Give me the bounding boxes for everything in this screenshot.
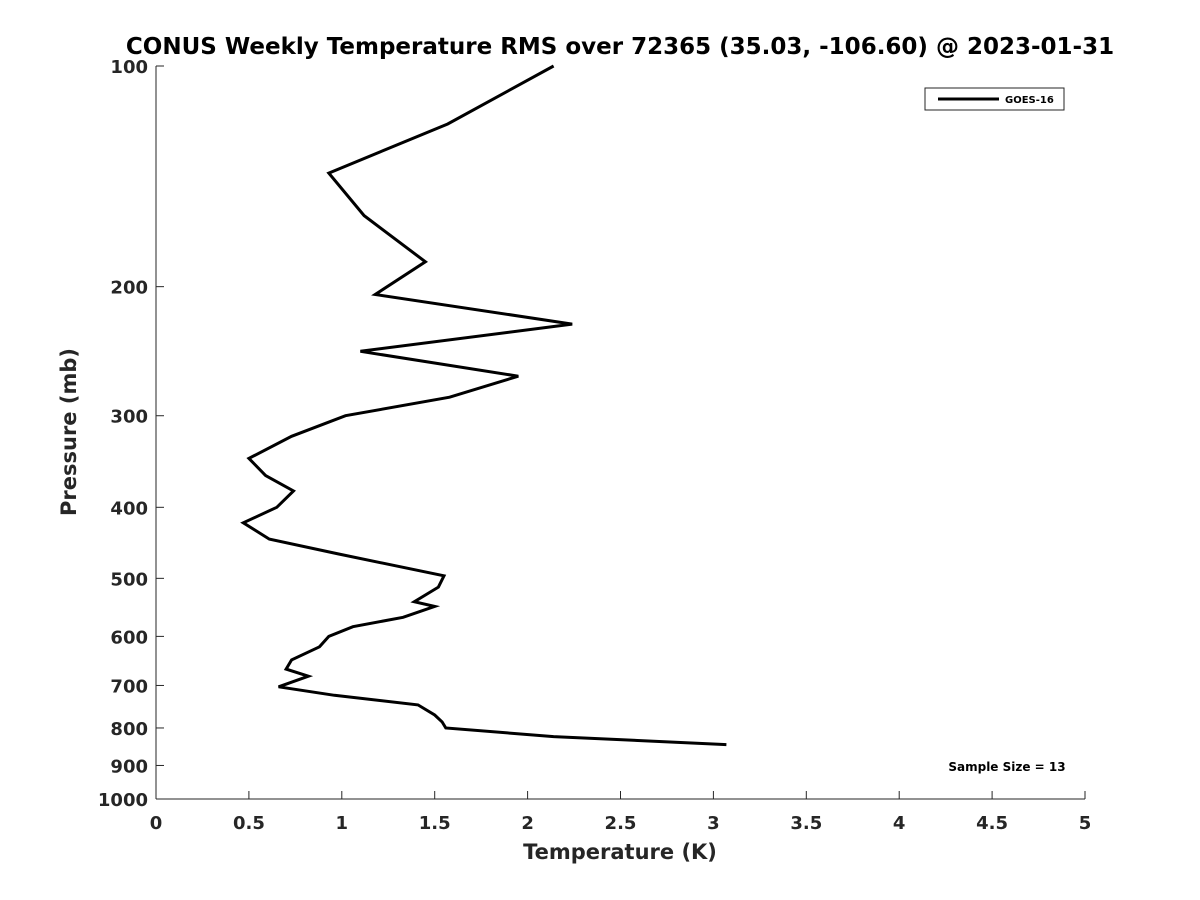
- legend-label-goes-16: GOES-16: [1005, 95, 1054, 106]
- y-tick-label: 700: [110, 676, 148, 697]
- y-tick-label: 300: [110, 407, 148, 428]
- legend: GOES-16: [924, 87, 1065, 111]
- y-tick-label: 1000: [98, 790, 148, 811]
- series-line-goes-16: [240, 64, 727, 747]
- series-layer: [240, 64, 727, 747]
- y-tick-label: 100: [110, 57, 148, 78]
- y-tick-label: 500: [110, 569, 148, 590]
- x-tick-label: 2.5: [605, 813, 637, 834]
- x-ticks: 0 0.5 1 1.5 2 2.5 3 3.5 4 4.5 5: [150, 791, 1092, 834]
- x-tick-label: 3: [707, 813, 720, 834]
- sample-size-annotation: Sample Size = 13: [948, 760, 1065, 774]
- y-tick-label: 600: [110, 627, 148, 648]
- x-tick-label: 4.5: [976, 813, 1008, 834]
- x-tick-label: 0: [150, 813, 163, 834]
- x-tick-label: 0.5: [233, 813, 265, 834]
- y-tick-label: 400: [110, 498, 148, 519]
- y-ticks: 100 200 300 400 500 600 700 800 900 1000: [98, 57, 164, 811]
- x-tick-label: 1: [336, 813, 349, 834]
- y-tick-label: 800: [110, 719, 148, 740]
- y-tick-label: 900: [110, 756, 148, 777]
- x-axis-label: Temperature (K): [523, 840, 717, 864]
- x-tick-label: 5: [1079, 813, 1092, 834]
- x-tick-label: 1.5: [419, 813, 451, 834]
- x-tick-label: 3.5: [790, 813, 822, 834]
- y-axis-label: Pressure (mb): [57, 348, 81, 516]
- chart-title: CONUS Weekly Temperature RMS over 72365 …: [126, 34, 1114, 60]
- x-tick-label: 2: [521, 813, 534, 834]
- y-tick-label: 200: [110, 278, 148, 299]
- x-tick-label: 4: [893, 813, 906, 834]
